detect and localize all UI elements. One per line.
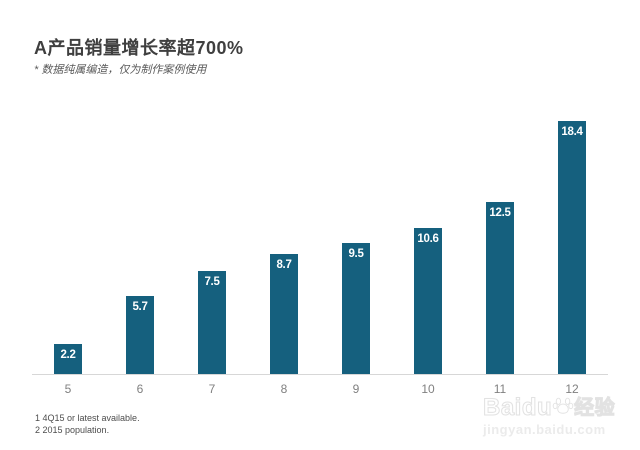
bar-slot: 18.4 [536, 110, 608, 374]
footnote-1: 1 4Q15 or latest available. [35, 413, 140, 423]
bar-value-label: 7.5 [204, 276, 220, 288]
bar-value-label: 5.7 [132, 301, 148, 313]
bar: 9.5 [342, 243, 370, 374]
bar-value-label: 9.5 [348, 248, 364, 260]
page-title: A产品销量增长率超700% [34, 38, 244, 58]
bar: 2.2 [54, 344, 82, 374]
bar: 10.6 [414, 228, 442, 374]
x-axis-label: 11 [493, 382, 507, 396]
x-axis-label: 5 [64, 382, 72, 396]
x-axis-labels-row: 5 6 7 8 9 10 11 12 [32, 382, 608, 396]
x-axis-label: 7 [208, 382, 216, 396]
x-axis-label: 10 [421, 382, 435, 396]
bar-slot: 10.6 [392, 110, 464, 374]
bar-value-label: 2.2 [60, 349, 76, 361]
bar-value-label: 8.7 [276, 259, 292, 271]
baidu-jingyan-watermark: Baidu 经验 jingyan.baidu.com [482, 393, 633, 438]
bar-value-label: 18.4 [561, 126, 583, 138]
bar-slot: 5.7 [104, 110, 176, 374]
x-axis-label: 8 [280, 382, 288, 396]
footnote-2: 2 2015 population. [35, 425, 110, 435]
bar-slot: 8.7 [248, 110, 320, 374]
bar: 12.5 [486, 202, 514, 374]
bar: 7.5 [198, 271, 226, 374]
baidu-logo-text: Baidu [482, 393, 553, 421]
page-subtitle: * 数据纯属编造，仅为制作案例使用 [34, 64, 207, 76]
bar-chart-plot-area: 2.2 5.7 7.5 8.7 9.5 10.6 12.5 18.4 [32, 110, 608, 375]
x-axis-label: 6 [136, 382, 144, 396]
bar-value-label: 12.5 [489, 207, 511, 219]
x-axis-label: 12 [565, 382, 579, 396]
bar-slot: 2.2 [32, 110, 104, 374]
footnotes: 1 4Q15 or latest available. 2 2015 popul… [35, 412, 140, 436]
watermark-url: jingyan.baidu.com [483, 422, 606, 437]
bar-slot: 9.5 [320, 110, 392, 374]
bar: 18.4 [558, 121, 586, 374]
watermark-brand-row: Baidu 经验 [482, 393, 633, 421]
baidu-paw-icon [552, 394, 574, 421]
bar-slot: 7.5 [176, 110, 248, 374]
bar-value-label: 10.6 [417, 233, 439, 245]
x-axis-label: 9 [352, 382, 360, 396]
bar: 5.7 [126, 296, 154, 374]
bar-slot: 12.5 [464, 110, 536, 374]
bar: 8.7 [270, 254, 298, 374]
jingyan-logo-text: 经验 [574, 396, 616, 419]
